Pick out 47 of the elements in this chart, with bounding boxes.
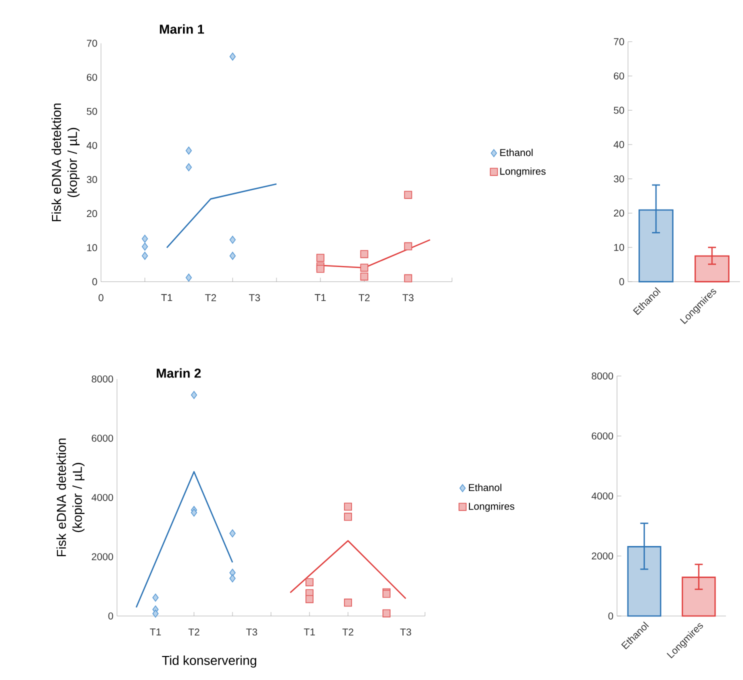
y-tick-label: 0 — [92, 278, 98, 286]
x-tick-label: T1 — [150, 628, 161, 636]
y-tick-label: 30 — [86, 176, 98, 184]
legend-label: Ethanol — [500, 148, 533, 156]
y-tick-label: 30 — [614, 175, 624, 182]
y-tick-label: 8000 — [592, 372, 614, 380]
x-tick-label: T1 — [161, 294, 172, 302]
x-tick-label: T3 — [402, 294, 414, 302]
y-tick-label: 2000 — [92, 553, 114, 560]
y-tick-label: 70 — [86, 40, 98, 47]
y-tick-label: 4000 — [592, 492, 614, 500]
legend-label: Longmires — [500, 167, 546, 177]
chart-title: Marin 2 — [156, 368, 201, 378]
x-tick-label: T1 — [304, 628, 315, 636]
y-tick-label: 60 — [614, 72, 624, 80]
y-axis-title: Fisk eDNA detektion (kopior / µL) — [52, 104, 80, 222]
x-tick-label: T2 — [342, 628, 354, 636]
x-tick-label: T2 — [188, 628, 200, 636]
x-tick-label: T3 — [248, 294, 260, 302]
y-tick-label: 50 — [614, 106, 624, 114]
y-tick-label: 0 — [619, 278, 624, 286]
y-tick-label: 0 — [108, 612, 114, 620]
x-tick-label: T2 — [205, 294, 216, 302]
y-tick-label: 4000 — [92, 494, 114, 502]
x-axis-title: Tid konservering — [162, 656, 256, 668]
x-tick-label: T2 — [358, 294, 370, 302]
y-tick-label: 20 — [614, 210, 624, 217]
y-tick-label: 6000 — [592, 432, 614, 440]
y-tick-label: 8000 — [92, 375, 114, 383]
y-tick-label: 20 — [86, 210, 98, 218]
y-tick-label: 40 — [86, 142, 98, 149]
legend-label: Ethanol — [468, 484, 502, 492]
y-tick-label: 2000 — [592, 552, 614, 560]
y-axis-title: Fisk eDNA detektion (kopior / µL) — [56, 438, 84, 556]
x-tick-label: T1 — [314, 294, 326, 302]
y-tick-label: 60 — [86, 74, 98, 81]
x-tick-label: T3 — [246, 628, 258, 636]
y-tick-label: 40 — [614, 141, 624, 148]
legend-label: Longmires — [468, 502, 514, 512]
y-tick-label: 10 — [87, 244, 98, 252]
y-tick-label: 10 — [614, 244, 624, 251]
chart-title: Marin 1 — [160, 24, 204, 34]
y-tick-label: 0 — [608, 612, 614, 620]
x-tick-label: T3 — [400, 628, 412, 636]
y-tick-label: 6000 — [92, 434, 114, 442]
y-tick-label: 70 — [614, 38, 624, 46]
y-tick-label: 50 — [86, 108, 98, 115]
